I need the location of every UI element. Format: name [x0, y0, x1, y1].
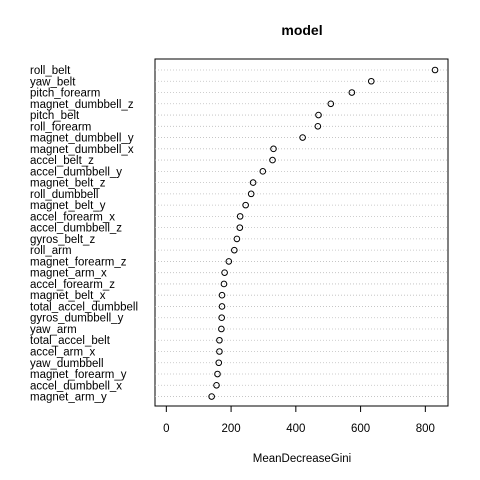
data-point: [218, 314, 225, 322]
category-label: magnet_dumbbell_z: [30, 99, 134, 111]
data-point: [247, 190, 255, 198]
category-label: roll_forearm: [30, 121, 91, 133]
x-tick-label: 400: [286, 423, 305, 435]
data-point: [236, 213, 244, 220]
y-labels: roll_beltyaw_beltpitch_forearmmagnet_dum…: [30, 65, 138, 404]
category-label: roll_dumbbell: [30, 189, 98, 201]
category-label: magnet_forearm_y: [30, 369, 127, 381]
data-point: [215, 359, 223, 367]
category-label: magnet_belt_y: [30, 200, 106, 212]
x-tick-label: 600: [351, 423, 370, 435]
category-label: pitch_belt: [30, 110, 80, 122]
data-point: [431, 66, 439, 74]
category-label: accel_belt_z: [30, 155, 94, 167]
data-point: [216, 348, 223, 355]
x-tick-label: 0: [163, 423, 169, 435]
data-point: [221, 269, 228, 276]
data-point: [218, 325, 225, 333]
data-point: [299, 134, 306, 141]
category-label: roll_arm: [30, 245, 72, 257]
data-point: [214, 370, 221, 378]
plot-frame: [154, 58, 449, 407]
category-label: accel_forearm_x: [30, 211, 115, 223]
data-point: [315, 111, 322, 119]
category-label: accel_dumbbell_z: [30, 223, 122, 235]
data-point: [327, 100, 335, 108]
data-point: [225, 258, 233, 265]
data-point: [216, 336, 223, 344]
category-label: magnet_arm_x: [30, 268, 107, 280]
data-point: [220, 280, 228, 288]
chart-title: model: [281, 22, 322, 38]
category-label: yaw_dumbbell: [30, 358, 104, 370]
category-label: magnet_arm_y: [30, 392, 107, 404]
category-label: magnet_forearm_z: [30, 256, 127, 268]
data-point: [218, 303, 226, 310]
category-label: magnet_belt_x: [30, 290, 106, 302]
category-label: gyros_dumbbell_y: [30, 313, 124, 325]
data-point: [233, 235, 241, 243]
data-point: [218, 291, 226, 299]
category-label: magnet_belt_z: [30, 178, 106, 190]
data-point: [367, 77, 375, 85]
x-axis-label: MeanDecreaseGini: [253, 453, 351, 465]
data-point: [270, 145, 277, 153]
category-label: accel_dumbbell_y: [30, 166, 122, 178]
category-label: pitch_forearm: [30, 88, 100, 100]
grid-lines: [155, 69, 448, 397]
data-points: [208, 66, 439, 400]
data-point: [213, 381, 220, 389]
category-label: magnet_dumbbell_x: [30, 144, 134, 156]
data-point: [242, 201, 249, 209]
category-label: yaw_arm: [30, 324, 77, 336]
x-tick-label: 200: [221, 423, 240, 435]
category-label: roll_belt: [30, 65, 71, 77]
category-label: total_accel_dumbbell: [30, 301, 138, 313]
data-point: [231, 246, 238, 254]
x-axis: 0 200 400 600 800: [163, 405, 435, 435]
category-label: magnet_dumbbell_y: [30, 133, 134, 145]
data-point: [259, 168, 267, 175]
data-point: [236, 224, 244, 231]
data-point: [348, 89, 356, 96]
category-label: total_accel_belt: [30, 335, 111, 347]
x-tick-label: 800: [416, 423, 435, 435]
category-label: yaw_belt: [30, 76, 76, 88]
category-label: gyros_belt_z: [30, 234, 95, 246]
data-point: [249, 179, 257, 186]
category-label: accel_arm_x: [30, 347, 95, 359]
data-point: [269, 156, 276, 164]
data-point: [208, 393, 215, 400]
category-label: accel_forearm_z: [30, 279, 115, 291]
category-label: accel_dumbbell_x: [30, 380, 122, 392]
data-point: [314, 123, 322, 130]
